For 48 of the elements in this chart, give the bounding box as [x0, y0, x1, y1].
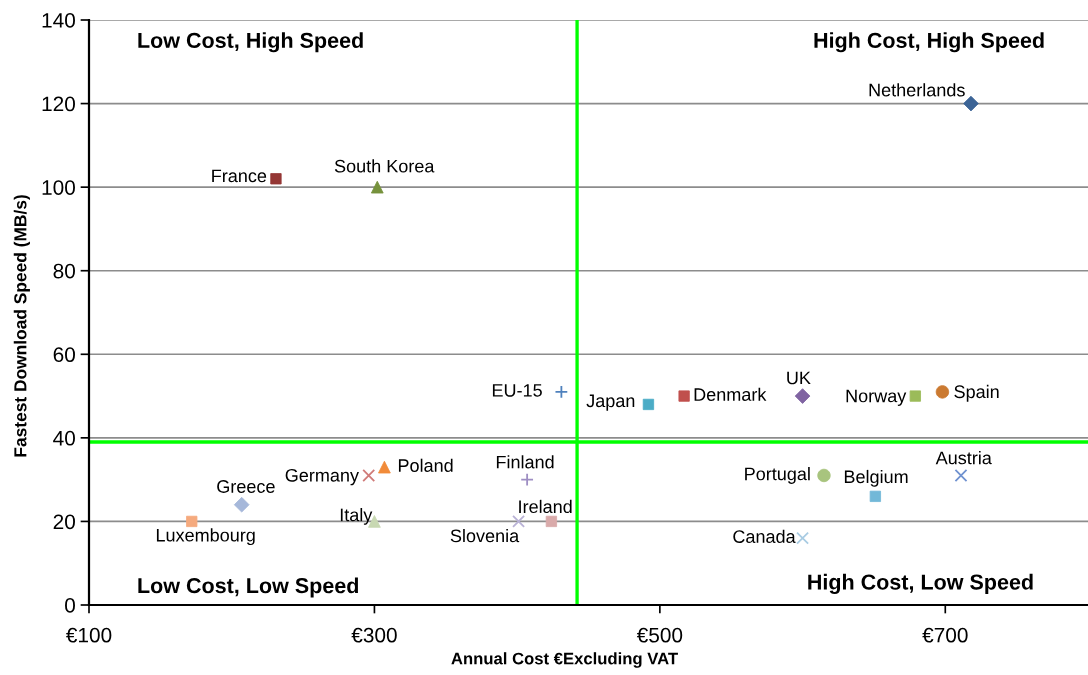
y-tick-label: 0: [65, 598, 75, 613]
series-label: Canada: [733, 529, 796, 543]
point: [642, 398, 655, 411]
series-label: Portugal: [745, 467, 810, 484]
series-label: Greece: [217, 480, 275, 493]
series-label: Luxembourg: [156, 528, 255, 546]
point: [512, 514, 526, 528]
series-label: Japan: [586, 394, 635, 411]
series-label: France: [212, 169, 267, 183]
annotation: High Cost, High Speed: [814, 32, 1044, 53]
series-label: Spain: [954, 384, 999, 402]
x-axis-title: Annual Cost €Excluding VAT: [451, 652, 678, 668]
point: [796, 531, 810, 545]
series-label: Italy: [340, 508, 373, 525]
annotation: Low Cost, Low Speed: [138, 577, 358, 598]
x-tick-label: €700: [922, 627, 968, 643]
point: [362, 469, 376, 482]
x-tick-label: €300: [351, 627, 397, 643]
y-tick-label: 40: [53, 430, 75, 446]
y-tick-label: 60: [53, 347, 75, 363]
y-tick-label: 120: [42, 96, 75, 112]
x-tick-label: €100: [65, 627, 112, 643]
series-label: Belgium: [844, 469, 908, 487]
point: [554, 385, 569, 399]
series-label: Finland: [496, 455, 554, 469]
point: [545, 515, 558, 528]
series-label: Slovenia: [450, 528, 520, 543]
series-label: Germany: [285, 468, 359, 486]
series-label: Ireland: [519, 499, 572, 514]
y-tick-label: 140: [42, 13, 75, 28]
y-tick-label: 100: [42, 180, 75, 195]
point: [954, 469, 968, 482]
series-label: Norway: [846, 389, 907, 406]
y-tick-label: 80: [53, 263, 75, 279]
point: [869, 490, 881, 502]
y-axis-title: Fastest Download Speed (MB/s): [13, 195, 30, 457]
series-label: Denmark: [694, 387, 767, 401]
x-tick-label: €500: [636, 627, 683, 643]
annotation: High Cost, Low Speed: [808, 573, 1033, 595]
y-tick-label: 20: [53, 514, 75, 530]
series-label: South Korea: [334, 159, 435, 173]
series-label: UK: [787, 371, 811, 385]
point: [520, 472, 534, 487]
series-label: Austria: [935, 451, 992, 465]
series-label: Netherlands: [869, 83, 965, 97]
series-label: Poland: [398, 458, 453, 472]
series-label: EU-15: [492, 384, 542, 397]
annotation: Low Cost, High Speed: [138, 32, 363, 53]
